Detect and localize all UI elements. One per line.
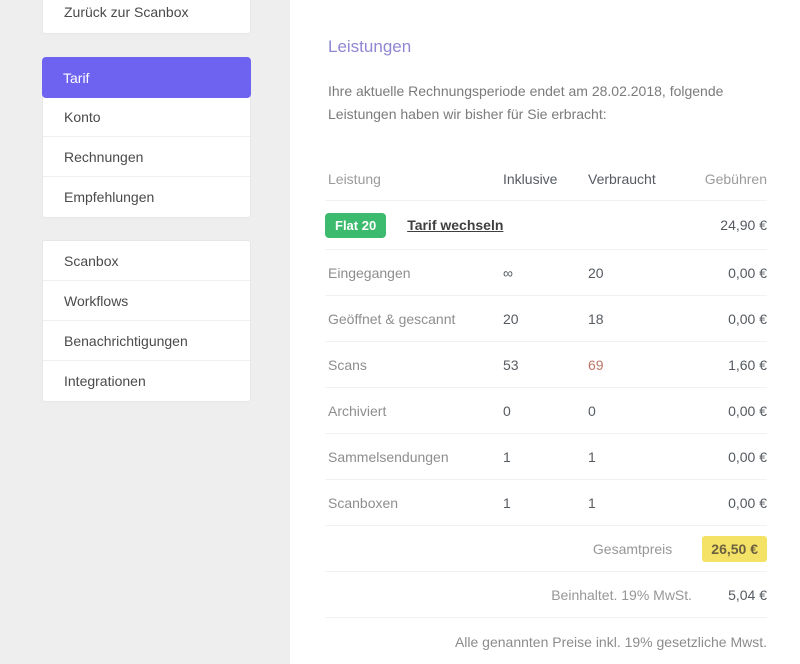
table-row-geoeffnet: Geöffnet & gescannt 20 18 0,00 € [325,296,767,342]
page-title: Leistungen [328,37,412,56]
change-tariff-link[interactable]: Tarif wechseln [407,217,504,233]
sidebar-item-label: Scanbox [64,252,119,269]
row-inklusive: 1 [503,448,511,465]
intro-text: Ihre aktuelle Rechnungsperiode endet am … [328,83,724,122]
col-header-inklusive: Inklusive [503,170,558,187]
table-row-sammelsendungen: Sammelsendungen 1 1 0,00 € [325,434,767,480]
sidebar-item-label: Konto [64,108,101,125]
sidebar-item-tarif[interactable]: Tarif [42,57,251,98]
sidebar-item-label: Workflows [64,292,129,309]
plan-badge: Flat 20 [325,212,387,238]
sidebar-item-integrationen[interactable]: Integrationen [43,361,250,401]
row-fee: 0,00 € [728,402,767,419]
back-to-scanbox-link[interactable]: Zurück zur Scanbox [42,0,251,34]
row-verbraucht-over-limit: 69 [588,356,604,373]
row-verbraucht: 0 [588,402,596,419]
row-fee: 1,60 € [728,356,767,373]
row-fee: 0,00 € [728,448,767,465]
col-header-leistung: Leistung [328,170,381,187]
row-fee: 0,00 € [728,310,767,327]
table-row-scans: Scans 53 69 1,60 € [325,342,767,388]
row-inklusive: 1 [503,494,511,511]
table-row-archiviert: Archiviert 0 0 0,00 € [325,388,767,434]
sidebar-item-rechnungen[interactable]: Rechnungen [43,137,250,177]
row-label: Scans [328,356,367,373]
row-inklusive: 53 [503,356,519,373]
billing-table: Leistung Inklusive Verbraucht Gebühren F… [325,157,767,664]
row-label: Scanboxen [328,494,399,511]
row-verbraucht: 20 [588,264,604,281]
row-label: Eingegangen [328,264,411,281]
total-label: Gesamtpreis [592,540,673,557]
total-row: Gesamtpreis 26,50 € [325,526,767,572]
sidebar-item-label: Tarif [63,69,90,86]
plan-row: Flat 20 Tarif wechseln 24,90 € [325,201,767,250]
col-header-verbraucht: Verbraucht [588,170,656,187]
table-header-row: Leistung Inklusive Verbraucht Gebühren [325,157,767,201]
footnote: Alle genannten Preise inkl. 19% gesetzli… [454,633,767,650]
sidebar-item-label: Benachrichtigungen [64,332,188,349]
sidebar-group-account: Tarif Konto Rechnungen Empfehlungen [42,57,251,218]
row-verbraucht: 1 [588,494,596,511]
sidebar-item-scanbox[interactable]: Scanbox [43,241,250,281]
row-inklusive: ∞ [503,264,513,281]
table-row-scanboxen: Scanboxen 1 1 0,00 € [325,480,767,526]
plan-fee: 24,90 € [720,217,767,233]
row-fee: 0,00 € [728,494,767,511]
sidebar-item-empfehlungen[interactable]: Empfehlungen [43,177,250,217]
sidebar-item-workflows[interactable]: Workflows [43,281,250,321]
row-inklusive: 0 [503,402,511,419]
row-label: Geöffnet & gescannt [328,310,456,327]
vat-value: 5,04 € [728,586,767,603]
row-fee: 0,00 € [728,264,767,281]
sidebar-item-konto[interactable]: Konto [43,97,250,137]
row-verbraucht: 18 [588,310,604,327]
main-content: Leistungen Ihre aktuelle Rechnungsperiod… [290,0,800,664]
col-header-gebuehren: Gebühren [704,170,767,187]
row-label: Sammelsendungen [328,448,449,465]
sidebar-group-app: Scanbox Workflows Benachrichtigungen Int… [42,240,251,402]
sidebar-item-label: Integrationen [64,373,146,389]
row-label: Archiviert [328,402,387,419]
sidebar-item-label: Rechnungen [64,148,144,165]
sidebar-item-label: Empfehlungen [64,189,155,205]
total-price-badge: 26,50 € [702,535,767,562]
row-inklusive: 20 [503,310,519,327]
vat-row: Beinhaltet. 19% MwSt. 5,04 € [325,572,767,618]
row-verbraucht: 1 [588,448,596,465]
sidebar-item-benachrichtigungen[interactable]: Benachrichtigungen [43,321,250,361]
vat-label: Beinhaltet. 19% MwSt. [551,586,693,603]
table-row-eingegangen: Eingegangen ∞ 20 0,00 € [325,250,767,296]
back-to-scanbox-label: Zurück zur Scanbox [64,3,189,20]
